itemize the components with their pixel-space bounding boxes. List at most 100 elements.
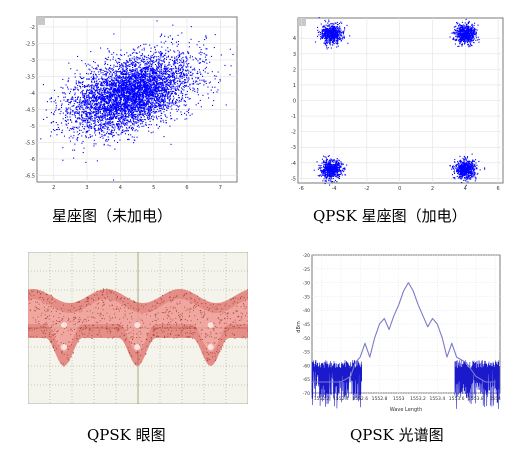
- c1-point: [117, 63, 119, 65]
- c1-point: [104, 124, 106, 126]
- c1-point: [143, 89, 145, 91]
- c1-point: [130, 111, 132, 113]
- c1-point: [127, 130, 129, 132]
- c1-point: [182, 66, 184, 68]
- c1-point: [126, 77, 128, 79]
- c1-point: [97, 127, 99, 129]
- c1-point: [131, 87, 133, 89]
- c1-point: [178, 66, 180, 68]
- c1-point: [161, 89, 163, 91]
- c1-point: [83, 96, 85, 98]
- c1-point: [184, 69, 186, 71]
- c1-point: [140, 89, 142, 91]
- c1-point: [113, 64, 115, 66]
- c1-point: [141, 73, 143, 75]
- c1-point: [127, 95, 129, 97]
- c1-point: [114, 78, 116, 80]
- c1-point: [81, 91, 83, 93]
- c1-point: [131, 114, 133, 116]
- c1-point: [124, 62, 126, 64]
- c1-point: [143, 104, 145, 106]
- c1-point: [118, 108, 120, 110]
- c1-point: [129, 93, 131, 95]
- c1-point: [90, 113, 92, 115]
- c1-point: [136, 109, 138, 111]
- c1-point: [118, 81, 120, 83]
- c1-point: [140, 103, 142, 105]
- c1-point: [122, 72, 124, 74]
- c1-point: [183, 53, 185, 55]
- c1-point: [148, 93, 150, 95]
- c1-point: [147, 76, 149, 78]
- c1-point: [99, 103, 101, 105]
- c1-point: [97, 112, 99, 114]
- c1-point: [132, 107, 134, 109]
- c1-point: [186, 90, 188, 92]
- c1-point: [167, 93, 169, 95]
- c1-point: [75, 100, 77, 102]
- c1-point: [62, 92, 64, 94]
- c1-point: [148, 89, 150, 91]
- c1-point: [107, 100, 109, 102]
- c1-point: [120, 91, 122, 93]
- c1-point: [94, 86, 96, 88]
- c1-point: [204, 81, 206, 83]
- c1-point: [178, 100, 180, 102]
- c1-point: [125, 95, 127, 97]
- c1-point: [105, 88, 107, 90]
- c1-point: [154, 81, 156, 83]
- c1-point: [146, 98, 148, 100]
- c1-point: [141, 60, 143, 62]
- c1-point: [101, 135, 103, 137]
- c1-point: [186, 70, 188, 72]
- c1-point: [150, 98, 152, 100]
- c1-point: [164, 67, 166, 69]
- c1-point: [126, 60, 128, 62]
- c1-point: [134, 96, 136, 98]
- c1-point: [80, 97, 82, 99]
- c1-point: [99, 133, 101, 135]
- c1-point: [185, 96, 187, 98]
- c1-point: [106, 85, 108, 87]
- c1-point: [122, 88, 124, 90]
- c1-point: [50, 112, 52, 114]
- c1-point: [97, 109, 99, 111]
- c1-point: [62, 78, 64, 80]
- c1-point: [143, 116, 145, 118]
- c1-point: [117, 57, 119, 59]
- c1-point: [197, 71, 199, 73]
- c1-point: [55, 105, 57, 107]
- c1-point: [110, 111, 112, 113]
- c1-point: [99, 125, 101, 127]
- c1-point: [202, 69, 204, 71]
- c1-point: [148, 78, 150, 80]
- c1-point: [171, 91, 173, 93]
- c1-point: [134, 81, 136, 83]
- c1-point: [112, 121, 114, 123]
- c1-point: [104, 62, 106, 64]
- c1-point: [207, 72, 209, 74]
- c1-point: [87, 100, 89, 102]
- c1-point: [113, 124, 115, 126]
- c1-point: [98, 93, 100, 95]
- c1-point: [106, 101, 108, 103]
- c1-point: [145, 66, 147, 68]
- c1-point: [125, 78, 127, 80]
- c1-point: [139, 97, 141, 99]
- c1-point: [121, 74, 123, 76]
- c1-point: [115, 107, 117, 109]
- c1-point: [177, 83, 179, 85]
- c1-point: [103, 111, 105, 113]
- c1-point: [137, 88, 139, 90]
- c1-point: [154, 77, 156, 79]
- c1-point: [146, 85, 148, 87]
- c1-point: [154, 103, 156, 105]
- c1-point: [164, 86, 166, 88]
- c1-point: [102, 110, 104, 112]
- c1-point: [116, 92, 118, 94]
- c1-point: [149, 65, 151, 67]
- c1-point: [149, 89, 151, 91]
- c1-point: [127, 139, 129, 141]
- c1-point: [168, 61, 170, 63]
- c1-point: [121, 116, 123, 118]
